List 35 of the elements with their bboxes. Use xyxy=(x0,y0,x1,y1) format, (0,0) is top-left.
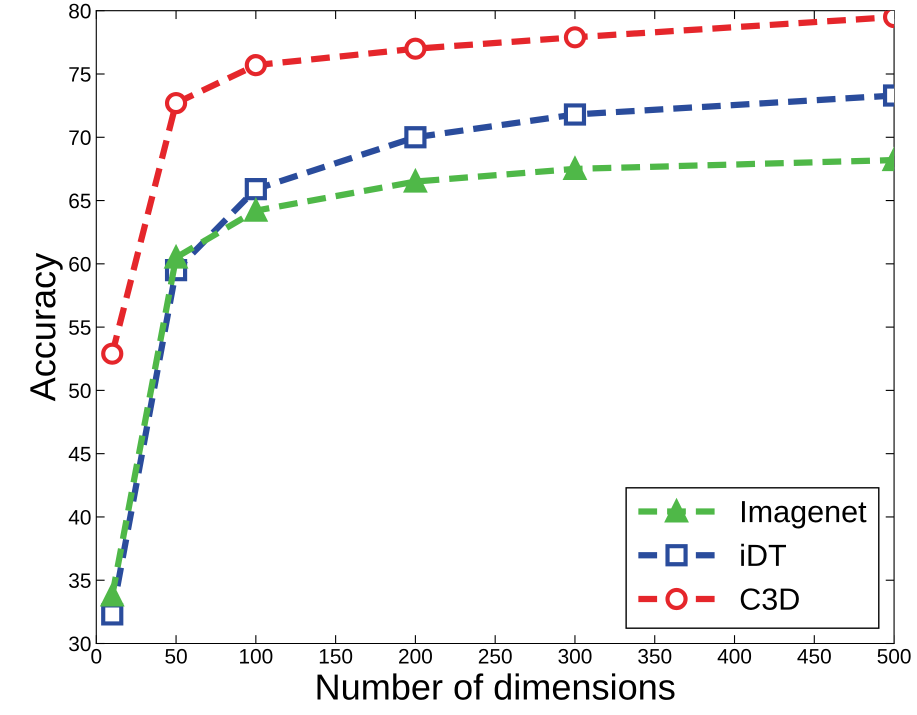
y-tick-label: 80 xyxy=(69,4,91,18)
x-tick-label: 0 xyxy=(91,648,102,664)
y-tick-label: 75 xyxy=(69,67,91,82)
x-axis-title: Number of dimensions xyxy=(318,673,675,700)
x-tick-label: 450 xyxy=(797,648,831,664)
y-tick-label: 45 xyxy=(68,446,91,462)
y-tick-label: 40 xyxy=(68,510,91,525)
x-tick-label: 400 xyxy=(718,648,752,664)
x-tick-label: 50 xyxy=(165,648,187,664)
point xyxy=(404,38,427,60)
x-tick-label: 300 xyxy=(558,648,592,664)
x-tick-label: 200 xyxy=(399,648,432,664)
point xyxy=(101,342,124,365)
y-tick-label: 70 xyxy=(69,130,91,146)
y-tick-label: 60 xyxy=(69,256,91,272)
x-tick-label: 350 xyxy=(638,648,672,664)
point xyxy=(564,26,586,48)
legend-label: Imagenet xyxy=(742,501,866,528)
x-tick-label: 250 xyxy=(478,648,512,664)
point xyxy=(244,54,267,76)
point xyxy=(164,92,188,114)
legend-label: iDT xyxy=(741,544,786,566)
legend-label: C3D xyxy=(740,588,799,610)
y-tick-label: 65 xyxy=(69,194,91,208)
y-tick-label: 35 xyxy=(69,573,91,588)
y-tick-label: 55 xyxy=(69,320,91,335)
point xyxy=(244,178,267,200)
y-tick-label: 30 xyxy=(69,636,91,652)
point xyxy=(564,103,586,126)
x-tick-label: 100 xyxy=(240,648,272,664)
x-tick-label: 500 xyxy=(878,648,911,664)
x-tick-label: 150 xyxy=(320,648,352,664)
point xyxy=(404,126,427,148)
y-axis-title: Accuracy xyxy=(30,252,63,402)
y-tick-label: 50 xyxy=(69,383,91,398)
